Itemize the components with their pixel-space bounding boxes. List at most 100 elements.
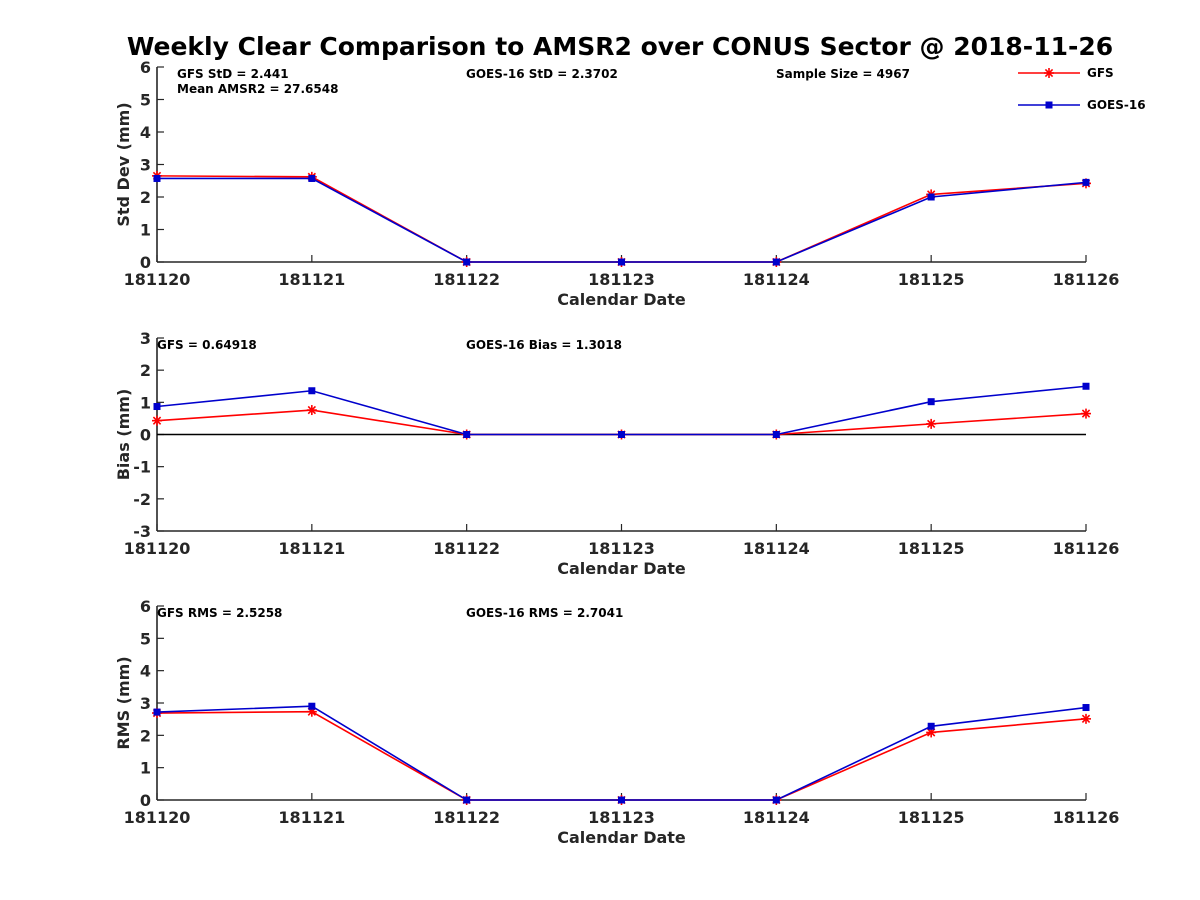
y-tick-label: 0	[140, 426, 151, 445]
legend-entry: GFS	[1018, 66, 1114, 80]
stat-annotation: GFS StD = 2.441	[177, 67, 289, 81]
y-tick-label: -2	[133, 490, 151, 509]
y-tick-label: 0	[140, 253, 151, 272]
y-tick-label: -1	[133, 458, 151, 477]
legend: GFS GOES-16	[1018, 66, 1146, 112]
data-point	[772, 796, 780, 804]
stat-annotation: GOES-16 RMS = 2.7041	[466, 606, 623, 620]
data-point	[1081, 408, 1091, 419]
y-tick-label: 4	[140, 123, 151, 142]
data-point	[153, 403, 161, 411]
data-point	[618, 431, 625, 438]
data-point	[1081, 713, 1091, 724]
data-point	[463, 258, 471, 266]
legend-label: GFS	[1087, 66, 1114, 80]
y-tick-label: -3	[133, 522, 151, 541]
x-tick-label: 181122	[433, 270, 500, 289]
series-goes-16	[153, 174, 1090, 266]
x-tick-label: 181122	[433, 539, 500, 558]
x-axis-label: Calendar Date	[557, 828, 686, 847]
figure-title: Weekly Clear Comparison to AMSR2 over CO…	[127, 32, 1113, 61]
series-line	[157, 177, 1087, 263]
data-point	[772, 431, 780, 438]
y-tick-label: 0	[140, 791, 151, 810]
x-tick-label: 181122	[433, 808, 500, 827]
x-tick-label: 181123	[588, 539, 655, 558]
data-point	[306, 405, 317, 416]
data-point	[618, 796, 625, 804]
series-gfs	[152, 170, 1091, 267]
series-line	[156, 175, 1087, 263]
x-tick-label: 181124	[743, 270, 810, 289]
x-tick-label: 181123	[588, 270, 655, 289]
series-goes-16	[153, 702, 1090, 804]
stat-annotation: GFS RMS = 2.5258	[157, 606, 282, 620]
x-tick-label: 181120	[124, 270, 191, 289]
x-tick-label: 181124	[743, 808, 810, 827]
x-axis-label: Calendar Date	[557, 290, 686, 309]
y-tick-label: 1	[140, 393, 151, 412]
legend-entry: GOES-16	[1018, 98, 1146, 112]
data-point	[927, 398, 935, 406]
x-tick-label: 181123	[588, 808, 655, 827]
y-axis-label: Std Dev (mm)	[114, 102, 133, 226]
data-point	[1082, 704, 1090, 712]
y-tick-label: 1	[140, 221, 151, 240]
x-tick-label: 181126	[1053, 270, 1120, 289]
stat-annotation: Mean AMSR2 = 27.6548	[177, 82, 338, 96]
plot-panel: 0 1 2 3 4 5 6 181120 181121 181122 181123 181124 181…	[114, 597, 1119, 847]
legend-marker	[1045, 101, 1053, 109]
y-tick-label: 5	[140, 91, 151, 110]
data-point	[1082, 178, 1090, 186]
stat-annotation: GFS = 0.64918	[157, 338, 257, 352]
x-tick-label: 181125	[898, 539, 965, 558]
legend-marker	[1044, 68, 1054, 78]
x-tick-label: 181121	[278, 808, 345, 827]
y-tick-label: 1	[140, 759, 151, 778]
y-axis-label: Bias (mm)	[114, 389, 133, 481]
x-tick-label: 181124	[743, 539, 810, 558]
x-tick-label: 181121	[278, 539, 345, 558]
stat-annotation: Sample Size = 4967	[776, 67, 910, 81]
series-line	[156, 705, 1087, 801]
x-tick-label: 181125	[898, 808, 965, 827]
y-axis-label: RMS (mm)	[114, 656, 133, 749]
y-tick-label: 3	[140, 694, 151, 713]
data-point	[308, 174, 316, 182]
data-point	[772, 258, 780, 266]
y-tick-label: 3	[140, 329, 151, 348]
data-point	[153, 174, 161, 182]
data-point	[926, 727, 937, 738]
data-point	[308, 387, 316, 395]
x-tick-label: 181125	[898, 270, 965, 289]
data-point	[618, 258, 625, 266]
stat-annotation: GOES-16 Bias = 1.3018	[466, 338, 622, 352]
data-point	[463, 796, 471, 804]
y-tick-label: 3	[140, 156, 151, 175]
x-tick-label: 181121	[278, 270, 345, 289]
stat-annotation: GOES-16 StD = 2.3702	[466, 67, 618, 81]
y-tick-label: 6	[140, 58, 151, 77]
y-tick-label: 2	[140, 726, 151, 745]
legend-label: GOES-16	[1087, 98, 1146, 112]
y-tick-label: 5	[140, 629, 151, 648]
y-tick-label: 2	[140, 188, 151, 207]
data-point	[152, 415, 162, 426]
x-tick-label: 181120	[124, 808, 191, 827]
y-tick-label: 4	[140, 662, 151, 681]
data-point	[926, 418, 937, 429]
x-tick-label: 181126	[1053, 808, 1120, 827]
plot-panel: 0 1 2 3 4 5 6 181120 181121 181122 181123 181124 181…	[114, 58, 1119, 309]
series-goes-16	[153, 382, 1090, 438]
plot-panel: -3 -2 -1 0 1 2 3 181120 181121 181122 181123 181124…	[114, 329, 1119, 578]
y-tick-label: 6	[140, 597, 151, 616]
x-axis-label: Calendar Date	[557, 559, 686, 578]
x-tick-label: 181120	[124, 539, 191, 558]
data-point	[463, 431, 471, 438]
y-tick-label: 2	[140, 361, 151, 380]
data-point	[927, 193, 935, 201]
data-point	[1082, 382, 1090, 390]
x-tick-label: 181126	[1053, 539, 1120, 558]
plots-container: 0 1 2 3 4 5 6 181120 181121 181122 181123 181124 181…	[114, 58, 1119, 847]
